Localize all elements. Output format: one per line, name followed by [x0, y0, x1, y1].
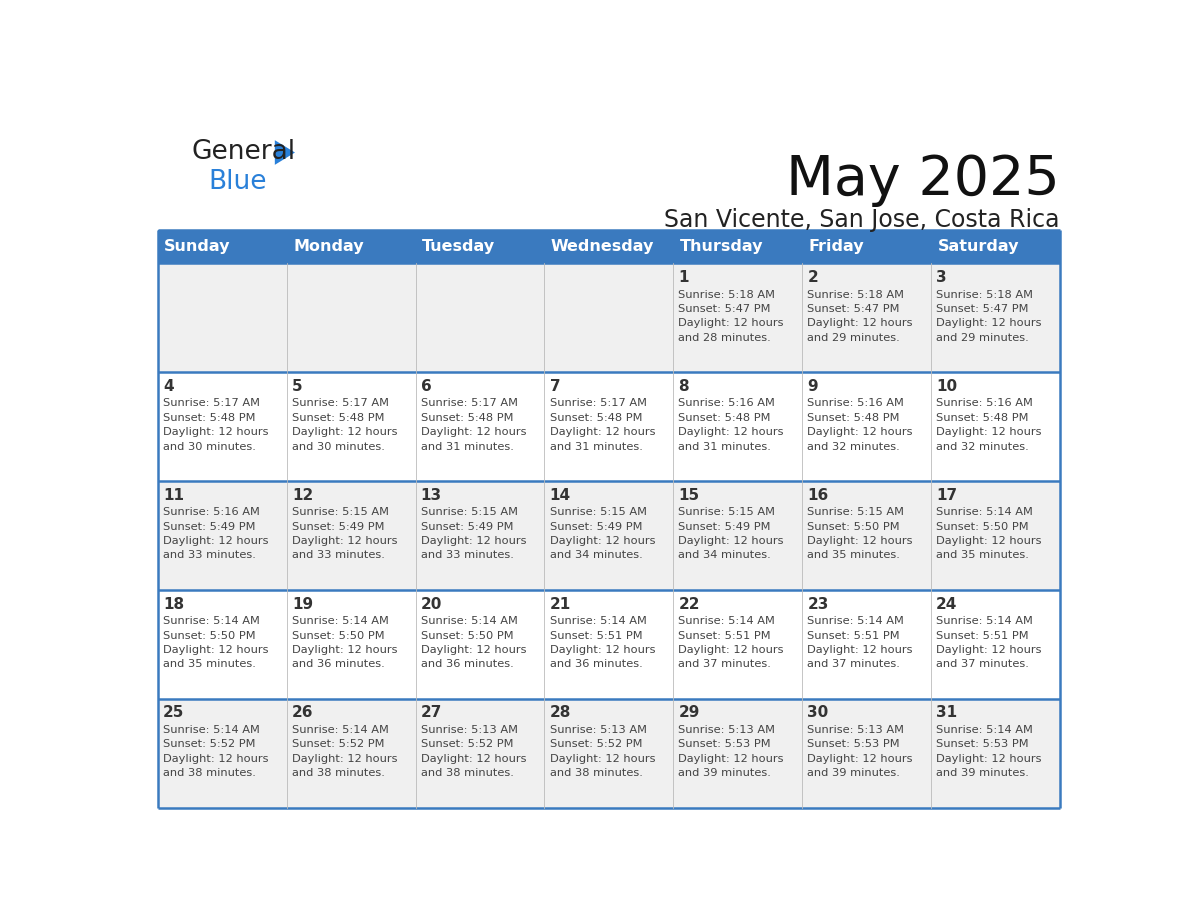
Text: 10: 10	[936, 379, 958, 394]
Text: 17: 17	[936, 487, 958, 503]
Text: Sunrise: 5:15 AM
Sunset: 5:49 PM
Daylight: 12 hours
and 34 minutes.: Sunrise: 5:15 AM Sunset: 5:49 PM Dayligh…	[550, 508, 655, 561]
Text: Sunrise: 5:13 AM
Sunset: 5:52 PM
Daylight: 12 hours
and 38 minutes.: Sunrise: 5:13 AM Sunset: 5:52 PM Dayligh…	[550, 725, 655, 778]
Bar	[674, 230, 802, 263]
Bar	[286, 230, 416, 263]
Text: Tuesday: Tuesday	[422, 240, 495, 254]
Text: Sunrise: 5:14 AM
Sunset: 5:51 PM
Daylight: 12 hours
and 36 minutes.: Sunrise: 5:14 AM Sunset: 5:51 PM Dayligh…	[550, 616, 655, 669]
Text: 24: 24	[936, 597, 958, 611]
Text: Sunrise: 5:14 AM
Sunset: 5:52 PM
Daylight: 12 hours
and 38 minutes.: Sunrise: 5:14 AM Sunset: 5:52 PM Dayligh…	[292, 725, 397, 778]
Text: 9: 9	[808, 379, 817, 394]
Bar	[802, 230, 931, 263]
Text: Sunrise: 5:17 AM
Sunset: 5:48 PM
Daylight: 12 hours
and 30 minutes.: Sunrise: 5:17 AM Sunset: 5:48 PM Dayligh…	[292, 398, 397, 452]
Text: Sunrise: 5:16 AM
Sunset: 5:48 PM
Daylight: 12 hours
and 32 minutes.: Sunrise: 5:16 AM Sunset: 5:48 PM Dayligh…	[808, 398, 912, 452]
Bar	[158, 373, 1060, 481]
Bar	[416, 230, 544, 263]
Text: 7: 7	[550, 379, 561, 394]
Text: Sunrise: 5:16 AM
Sunset: 5:49 PM
Daylight: 12 hours
and 33 minutes.: Sunrise: 5:16 AM Sunset: 5:49 PM Dayligh…	[163, 508, 268, 561]
Text: Sunrise: 5:15 AM
Sunset: 5:49 PM
Daylight: 12 hours
and 33 minutes.: Sunrise: 5:15 AM Sunset: 5:49 PM Dayligh…	[292, 508, 397, 561]
Text: San Vicente, San Jose, Costa Rica: San Vicente, San Jose, Costa Rica	[664, 208, 1060, 232]
Text: 13: 13	[421, 487, 442, 503]
Text: Sunrise: 5:13 AM
Sunset: 5:52 PM
Daylight: 12 hours
and 38 minutes.: Sunrise: 5:13 AM Sunset: 5:52 PM Dayligh…	[421, 725, 526, 778]
Text: Friday: Friday	[809, 240, 864, 254]
Text: 27: 27	[421, 705, 442, 721]
Text: Sunrise: 5:13 AM
Sunset: 5:53 PM
Daylight: 12 hours
and 39 minutes.: Sunrise: 5:13 AM Sunset: 5:53 PM Dayligh…	[678, 725, 784, 778]
Bar	[158, 699, 1060, 808]
Text: 21: 21	[550, 597, 570, 611]
Bar	[544, 230, 674, 263]
Text: 30: 30	[808, 705, 828, 721]
Text: 15: 15	[678, 487, 700, 503]
Text: 26: 26	[292, 705, 314, 721]
Text: Sunrise: 5:14 AM
Sunset: 5:53 PM
Daylight: 12 hours
and 39 minutes.: Sunrise: 5:14 AM Sunset: 5:53 PM Dayligh…	[936, 725, 1042, 778]
Bar	[158, 263, 1060, 373]
Text: Sunrise: 5:17 AM
Sunset: 5:48 PM
Daylight: 12 hours
and 31 minutes.: Sunrise: 5:17 AM Sunset: 5:48 PM Dayligh…	[421, 398, 526, 452]
Text: Sunrise: 5:14 AM
Sunset: 5:51 PM
Daylight: 12 hours
and 37 minutes.: Sunrise: 5:14 AM Sunset: 5:51 PM Dayligh…	[808, 616, 912, 669]
Text: 3: 3	[936, 270, 947, 285]
Text: 22: 22	[678, 597, 700, 611]
Text: Sunday: Sunday	[164, 240, 230, 254]
Text: Sunrise: 5:18 AM
Sunset: 5:47 PM
Daylight: 12 hours
and 29 minutes.: Sunrise: 5:18 AM Sunset: 5:47 PM Dayligh…	[936, 289, 1042, 342]
Text: 1: 1	[678, 270, 689, 285]
Text: Sunrise: 5:18 AM
Sunset: 5:47 PM
Daylight: 12 hours
and 28 minutes.: Sunrise: 5:18 AM Sunset: 5:47 PM Dayligh…	[678, 289, 784, 342]
Text: 6: 6	[421, 379, 431, 394]
Text: Sunrise: 5:14 AM
Sunset: 5:51 PM
Daylight: 12 hours
and 37 minutes.: Sunrise: 5:14 AM Sunset: 5:51 PM Dayligh…	[678, 616, 784, 669]
Text: 5: 5	[292, 379, 303, 394]
Text: 18: 18	[163, 597, 184, 611]
Text: 12: 12	[292, 487, 314, 503]
Bar	[158, 230, 286, 263]
Text: General: General	[191, 140, 296, 165]
Text: Sunrise: 5:17 AM
Sunset: 5:48 PM
Daylight: 12 hours
and 31 minutes.: Sunrise: 5:17 AM Sunset: 5:48 PM Dayligh…	[550, 398, 655, 452]
Text: Sunrise: 5:13 AM
Sunset: 5:53 PM
Daylight: 12 hours
and 39 minutes.: Sunrise: 5:13 AM Sunset: 5:53 PM Dayligh…	[808, 725, 912, 778]
Text: Sunrise: 5:18 AM
Sunset: 5:47 PM
Daylight: 12 hours
and 29 minutes.: Sunrise: 5:18 AM Sunset: 5:47 PM Dayligh…	[808, 289, 912, 342]
Text: 19: 19	[292, 597, 312, 611]
Text: Sunrise: 5:15 AM
Sunset: 5:50 PM
Daylight: 12 hours
and 35 minutes.: Sunrise: 5:15 AM Sunset: 5:50 PM Dayligh…	[808, 508, 912, 561]
Text: Thursday: Thursday	[680, 240, 763, 254]
Text: Sunrise: 5:16 AM
Sunset: 5:48 PM
Daylight: 12 hours
and 31 minutes.: Sunrise: 5:16 AM Sunset: 5:48 PM Dayligh…	[678, 398, 784, 452]
Text: 20: 20	[421, 597, 442, 611]
Polygon shape	[274, 140, 295, 165]
Text: Sunrise: 5:14 AM
Sunset: 5:50 PM
Daylight: 12 hours
and 35 minutes.: Sunrise: 5:14 AM Sunset: 5:50 PM Dayligh…	[936, 508, 1042, 561]
Text: Sunrise: 5:16 AM
Sunset: 5:48 PM
Daylight: 12 hours
and 32 minutes.: Sunrise: 5:16 AM Sunset: 5:48 PM Dayligh…	[936, 398, 1042, 452]
Text: 16: 16	[808, 487, 828, 503]
Text: Sunrise: 5:14 AM
Sunset: 5:52 PM
Daylight: 12 hours
and 38 minutes.: Sunrise: 5:14 AM Sunset: 5:52 PM Dayligh…	[163, 725, 268, 778]
Text: 8: 8	[678, 379, 689, 394]
Text: 11: 11	[163, 487, 184, 503]
Bar	[158, 590, 1060, 699]
Text: Sunrise: 5:15 AM
Sunset: 5:49 PM
Daylight: 12 hours
and 33 minutes.: Sunrise: 5:15 AM Sunset: 5:49 PM Dayligh…	[421, 508, 526, 561]
Text: 4: 4	[163, 379, 173, 394]
Text: Sunrise: 5:14 AM
Sunset: 5:50 PM
Daylight: 12 hours
and 35 minutes.: Sunrise: 5:14 AM Sunset: 5:50 PM Dayligh…	[163, 616, 268, 669]
Text: Sunrise: 5:14 AM
Sunset: 5:50 PM
Daylight: 12 hours
and 36 minutes.: Sunrise: 5:14 AM Sunset: 5:50 PM Dayligh…	[421, 616, 526, 669]
Text: 29: 29	[678, 705, 700, 721]
Text: 23: 23	[808, 597, 829, 611]
Text: 14: 14	[550, 487, 570, 503]
Text: Saturday: Saturday	[937, 240, 1019, 254]
Text: 28: 28	[550, 705, 571, 721]
Bar	[931, 230, 1060, 263]
Text: Sunrise: 5:17 AM
Sunset: 5:48 PM
Daylight: 12 hours
and 30 minutes.: Sunrise: 5:17 AM Sunset: 5:48 PM Dayligh…	[163, 398, 268, 452]
Text: Wednesday: Wednesday	[551, 240, 655, 254]
Text: Monday: Monday	[293, 240, 364, 254]
Text: 31: 31	[936, 705, 958, 721]
Text: May 2025: May 2025	[786, 152, 1060, 207]
Text: Sunrise: 5:14 AM
Sunset: 5:51 PM
Daylight: 12 hours
and 37 minutes.: Sunrise: 5:14 AM Sunset: 5:51 PM Dayligh…	[936, 616, 1042, 669]
Text: 25: 25	[163, 705, 184, 721]
Text: Sunrise: 5:14 AM
Sunset: 5:50 PM
Daylight: 12 hours
and 36 minutes.: Sunrise: 5:14 AM Sunset: 5:50 PM Dayligh…	[292, 616, 397, 669]
Text: Sunrise: 5:15 AM
Sunset: 5:49 PM
Daylight: 12 hours
and 34 minutes.: Sunrise: 5:15 AM Sunset: 5:49 PM Dayligh…	[678, 508, 784, 561]
Text: 2: 2	[808, 270, 819, 285]
Bar	[158, 481, 1060, 590]
Text: Blue: Blue	[208, 169, 266, 195]
